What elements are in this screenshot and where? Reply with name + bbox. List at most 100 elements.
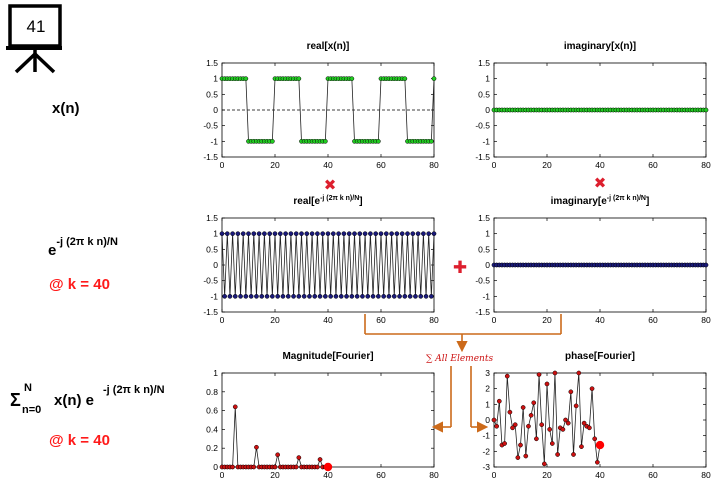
- data-point: [333, 293, 339, 299]
- y-tick-label: 0.2: [206, 443, 218, 453]
- chart-title-superscript: -j (2π k n)/N: [607, 195, 646, 202]
- data-point: [370, 293, 376, 299]
- data-point: [270, 138, 275, 144]
- x-tick-label: 40: [595, 160, 605, 170]
- data-point: [531, 400, 537, 406]
- chart-title-superscript: -j (2π k n)/N: [320, 195, 359, 202]
- data-point: [378, 231, 384, 237]
- data-point: [312, 293, 318, 299]
- x-tick-label: 20: [270, 160, 280, 170]
- data-point: [418, 293, 424, 299]
- y-tick-label: -1: [482, 431, 490, 441]
- y-tick-label: -2: [482, 446, 490, 456]
- data-point: [426, 231, 432, 237]
- y-tick-label: 0.5: [478, 244, 490, 254]
- data-point: [592, 436, 598, 442]
- data-point: [589, 386, 595, 392]
- data-point: [227, 293, 233, 299]
- data-point: [381, 293, 386, 299]
- y-tick-label: -1: [210, 136, 218, 146]
- data-point: [402, 293, 408, 299]
- data-point: [270, 293, 275, 299]
- data-point: [352, 231, 357, 237]
- series-line: [222, 406, 328, 468]
- data-point: [254, 444, 259, 450]
- data-point: [399, 231, 405, 237]
- y-tick-label: -1: [210, 291, 218, 301]
- data-point: [309, 231, 315, 237]
- data-point: [323, 293, 328, 299]
- data-point: [518, 442, 523, 448]
- data-point: [277, 231, 283, 237]
- y-tick-label: 1: [213, 368, 218, 378]
- data-point: [293, 464, 299, 470]
- data-point: [251, 464, 257, 470]
- x-tick-label: 40: [323, 470, 333, 480]
- data-point: [365, 293, 371, 299]
- data-point: [288, 231, 294, 237]
- data-point: [296, 76, 302, 82]
- data-point: [275, 293, 280, 299]
- data-point: [407, 293, 413, 299]
- data-point: [296, 455, 302, 460]
- current-k-marker: [595, 440, 605, 450]
- data-point: [349, 76, 355, 82]
- y-tick-label: -1.5: [475, 307, 490, 317]
- data-point: [507, 409, 513, 415]
- data-point: [230, 464, 235, 470]
- chart-title-text: real[e: [293, 196, 320, 207]
- data-point: [386, 293, 392, 299]
- data-point: [317, 293, 323, 299]
- data-point: [315, 231, 320, 237]
- x-tick-label: 80: [701, 470, 711, 480]
- data-point: [256, 231, 262, 237]
- data-point: [376, 138, 381, 144]
- data-point: [283, 231, 288, 237]
- data-point: [579, 444, 584, 449]
- data-point: [595, 459, 600, 465]
- data-point: [423, 293, 429, 299]
- data-point: [383, 231, 389, 237]
- data-point: [341, 231, 347, 237]
- data-point: [523, 453, 529, 459]
- data-point: [389, 231, 394, 237]
- data-point: [526, 423, 531, 429]
- multiply-icon: ✖: [594, 174, 607, 192]
- x-tick-label: 20: [542, 470, 552, 480]
- y-tick-label: 1.5: [206, 213, 218, 223]
- y-tick-label: -0.5: [203, 276, 218, 286]
- data-point: [515, 455, 521, 460]
- sum-body: x(n) e: [54, 392, 95, 409]
- data-point: [243, 76, 249, 82]
- data-point: [248, 293, 254, 299]
- data-point: [573, 403, 579, 409]
- data-point: [703, 262, 709, 268]
- x-tick-label: 0: [492, 470, 497, 480]
- x-tick-label: 0: [220, 160, 225, 170]
- y-tick-label: -0.5: [475, 121, 490, 131]
- y-tick-label: 0: [213, 260, 218, 270]
- data-point: [376, 293, 381, 299]
- data-point: [528, 412, 534, 418]
- y-tick-label: -0.5: [203, 121, 218, 131]
- data-point: [410, 231, 416, 237]
- data-point: [368, 231, 373, 237]
- data-point: [315, 464, 320, 470]
- x-tick-label: 80: [429, 470, 439, 480]
- chart-title: Magnitude[Fourier]: [282, 351, 373, 362]
- chart-title-tail: ]: [646, 196, 649, 207]
- data-point: [563, 417, 568, 423]
- data-point: [259, 293, 265, 299]
- data-point: [405, 231, 410, 237]
- x-tick-label: 40: [595, 315, 605, 325]
- data-point: [317, 457, 323, 462]
- data-point: [512, 422, 518, 428]
- data-point: [391, 293, 397, 299]
- data-point: [429, 138, 434, 144]
- multiply-icon: ✖: [324, 176, 337, 194]
- sigma-symbol: Σ: [10, 390, 21, 410]
- y-tick-label: 1.5: [478, 213, 490, 223]
- data-point: [323, 138, 328, 144]
- data-point: [285, 293, 291, 299]
